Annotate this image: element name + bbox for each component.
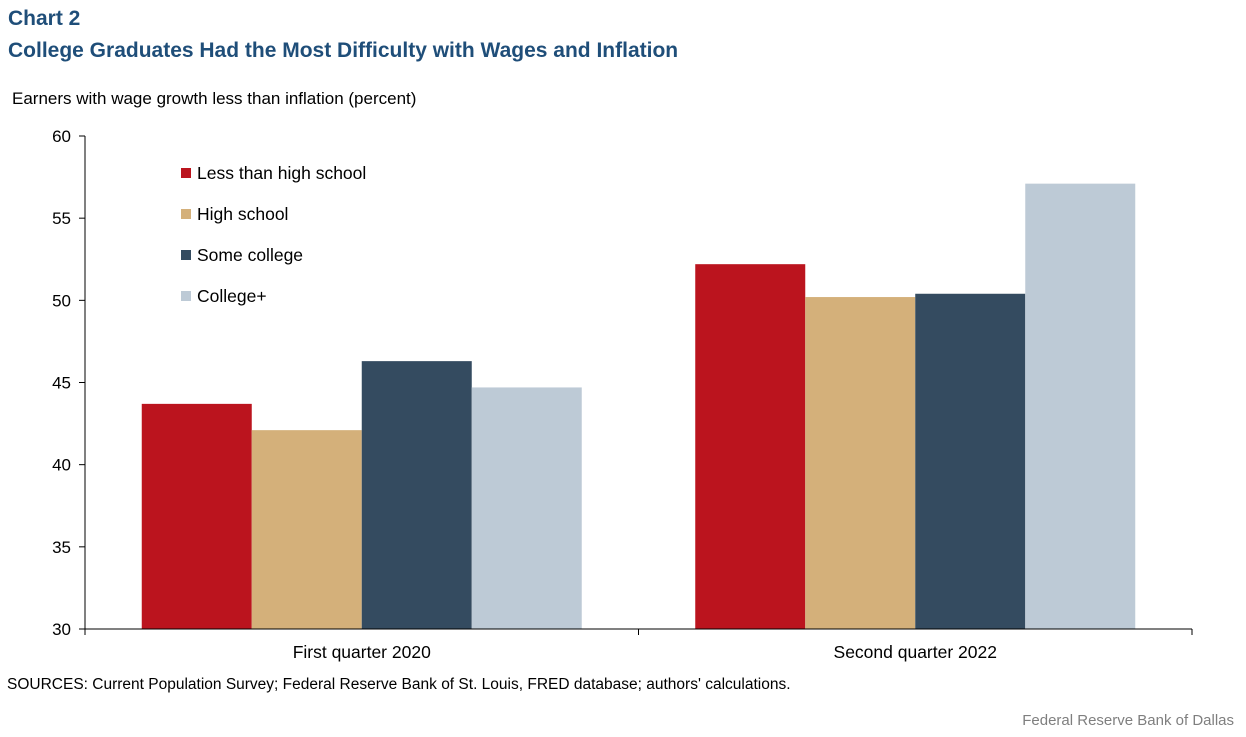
credit-note: Federal Reserve Bank of Dallas [1022, 712, 1234, 729]
y-tick-label: 55 [52, 209, 71, 228]
y-tick-label: 40 [52, 456, 71, 475]
bar-less-than-high-school-1 [695, 264, 806, 629]
bar-college--1 [1025, 183, 1136, 629]
chart-label: Chart 2 [8, 7, 81, 30]
y-tick-label: 45 [52, 374, 71, 393]
legend-swatch [181, 168, 191, 178]
chart-title: College Graduates Had the Most Difficult… [8, 39, 679, 62]
bars-group [141, 183, 1136, 629]
bar-college--0 [471, 387, 582, 629]
legend-swatch [181, 209, 191, 219]
y-tick-label: 35 [52, 538, 71, 557]
bar-high-school-1 [805, 297, 916, 629]
legend: Less than high school High school Some col… [181, 163, 366, 306]
bar-some-college-0 [361, 361, 472, 629]
y-tick-label: 50 [52, 291, 71, 310]
legend-label: Less than high school [197, 163, 366, 183]
legend-swatch [181, 250, 191, 260]
y-tick-label: 60 [52, 127, 71, 146]
legend-swatch [181, 291, 191, 301]
legend-label: High school [197, 204, 288, 224]
x-tick-label: Second quarter 2022 [834, 642, 997, 662]
x-tick-label: First quarter 2020 [293, 642, 431, 662]
y-axis-label: Earners with wage growth less than infla… [12, 89, 417, 108]
bar-high-school-0 [251, 430, 362, 629]
source-note: SOURCES: Current Population Survey; Fede… [7, 676, 791, 693]
legend-label: Some college [197, 245, 303, 265]
bar-less-than-high-school-0 [141, 403, 252, 629]
y-tick-label: 30 [52, 620, 71, 639]
axes-group: 30 35 40 45 50 55 60 First quarter 2020 Second q… [52, 127, 1193, 662]
bar-some-college-1 [915, 293, 1026, 629]
legend-label: College+ [197, 286, 267, 306]
